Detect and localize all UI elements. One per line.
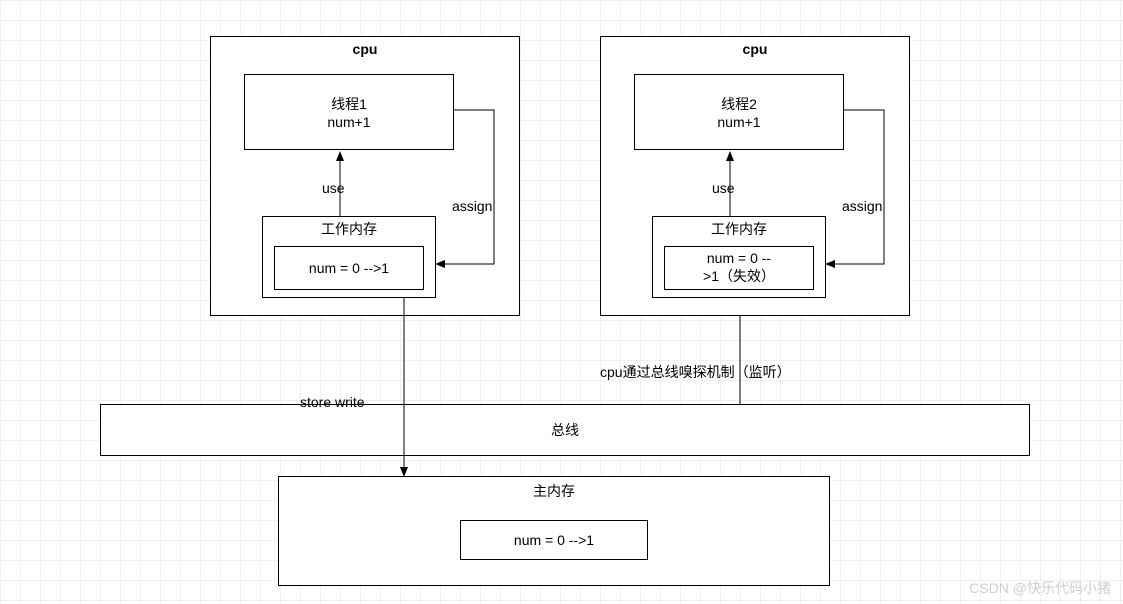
cpu1-title: cpu [353, 41, 378, 57]
thread2-line2: num+1 [717, 114, 760, 130]
mainmem-value-box: num = 0 -->1 [460, 520, 648, 560]
watermark: CSDN @快乐代码小猪 [969, 578, 1111, 598]
bus-box: 总线 [100, 404, 1030, 456]
workmem1-value: num = 0 -->1 [309, 260, 389, 276]
assign1-label: assign [452, 198, 492, 214]
workmem2-value-line2: >1（失效） [703, 266, 775, 286]
use1-label: use [322, 180, 345, 196]
workmem2-value-box: num = 0 -- >1（失效） [664, 246, 814, 290]
workmem1-title: 工作内存 [321, 219, 377, 239]
workmem2-title: 工作内存 [711, 219, 767, 239]
thread1-line1: 线程1 [331, 94, 367, 114]
cpu2-title: cpu [743, 41, 768, 57]
sniff-label: cpu通过总线嗅探机制（监听） [600, 362, 791, 382]
thread2-box: 线程2 num+1 [634, 74, 844, 150]
thread2-line1: 线程2 [721, 94, 757, 114]
mainmem-value: num = 0 -->1 [514, 532, 594, 548]
use2-label: use [712, 180, 735, 196]
store-write-label: store write [300, 394, 365, 410]
mainmem-title: 主内存 [533, 481, 575, 501]
thread1-box: 线程1 num+1 [244, 74, 454, 150]
workmem2-value-line1: num = 0 -- [707, 250, 771, 266]
assign2-label: assign [842, 198, 882, 214]
thread1-line2: num+1 [327, 114, 370, 130]
workmem1-value-box: num = 0 -->1 [274, 246, 424, 290]
bus-title: 总线 [551, 420, 579, 440]
